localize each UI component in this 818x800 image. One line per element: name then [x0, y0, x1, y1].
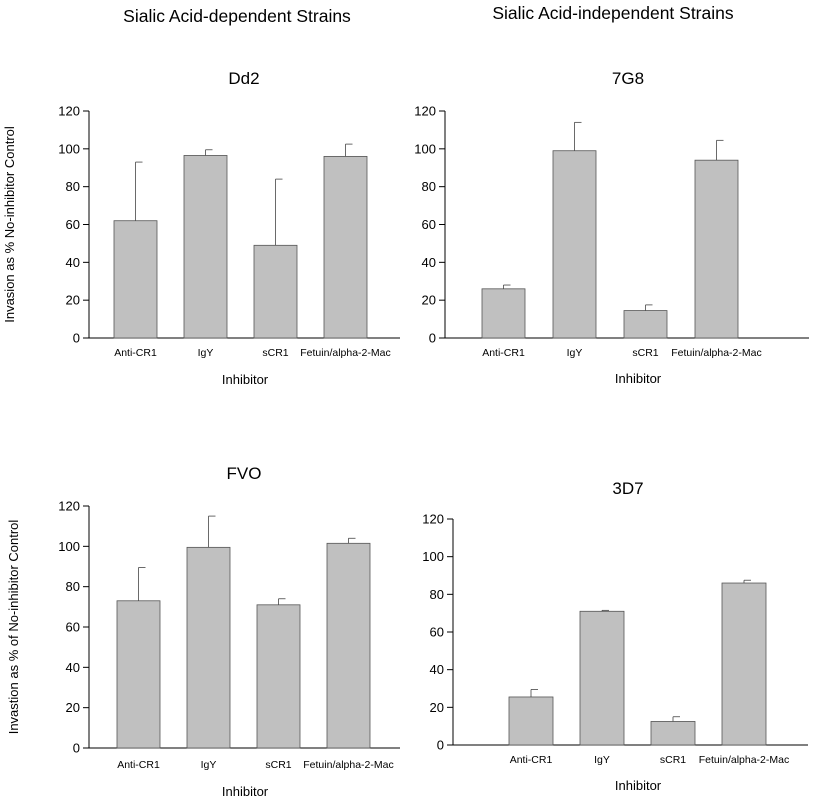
y-tick-label: 20 — [430, 700, 444, 715]
y-tick-label: 0 — [429, 331, 436, 346]
y-tick-label: 100 — [58, 539, 80, 554]
y-tick-label: 100 — [422, 549, 444, 564]
bar-fvo-1 — [116, 600, 161, 749]
category-label: sCR1 — [262, 347, 288, 359]
x-axis-label-3d7: Inhibitor — [615, 778, 662, 793]
category-label: Fetuin/alpha-2-Mac — [303, 759, 393, 771]
y-tick-label: 60 — [422, 217, 436, 232]
y-tick-label: 60 — [430, 625, 444, 640]
bar-dd2-4 — [323, 155, 368, 339]
y-tick-label: 60 — [66, 620, 80, 635]
y-tick-label: 40 — [430, 662, 444, 677]
chart-title-fvo: FVO — [227, 464, 262, 483]
y-axis-label-dd2: Invasion as % No-inhibitor Control — [2, 126, 17, 323]
category-label: sCR1 — [265, 759, 291, 771]
bar-fvo-4 — [326, 542, 371, 749]
chart-title-dd2: Dd2 — [228, 69, 259, 88]
y-tick-label: 20 — [422, 293, 436, 308]
y-axis-label-fvo: Invastion as % of No-inhibitor Control — [6, 520, 21, 735]
bar-3d7-3 — [650, 721, 696, 746]
y-tick-label: 120 — [58, 104, 80, 119]
category-label: Anti-CR1 — [482, 347, 525, 359]
y-tick-label: 120 — [414, 104, 436, 119]
bar-7g8-3 — [623, 310, 668, 339]
y-tick-label: 20 — [66, 700, 80, 715]
bar-7g8-1 — [481, 288, 526, 339]
bar-3d7-2 — [579, 610, 625, 746]
bar-fvo-2 — [186, 546, 231, 749]
category-label: Anti-CR1 — [117, 759, 160, 771]
group-title-dependent: Sialic Acid-dependent Strains — [123, 6, 351, 26]
bar-dd2-3 — [253, 244, 298, 339]
bar-7g8-2 — [552, 150, 597, 339]
category-label: IgY — [201, 759, 217, 771]
category-label: IgY — [198, 347, 214, 359]
category-label: IgY — [594, 754, 610, 766]
chart-title-7g8: 7G8 — [612, 69, 644, 88]
group-title-independent: Sialic Acid-independent Strains — [492, 3, 734, 23]
chart-title-3d7: 3D7 — [612, 479, 643, 498]
x-axis-label-fvo: Inhibitor — [222, 784, 269, 799]
y-tick-label: 0 — [73, 741, 80, 756]
y-tick-label: 80 — [66, 579, 80, 594]
y-tick-label: 0 — [437, 738, 444, 753]
y-tick-label: 20 — [66, 293, 80, 308]
x-axis-label-dd2: Inhibitor — [222, 372, 269, 387]
y-tick-label: 40 — [66, 255, 80, 270]
y-tick-label: 80 — [422, 179, 436, 194]
category-label: sCR1 — [660, 754, 686, 766]
bar-dd2-1 — [113, 220, 158, 339]
y-tick-label: 40 — [66, 660, 80, 675]
bar-dd2-2 — [183, 155, 228, 339]
category-label: Fetuin/alpha-2-Mac — [671, 347, 761, 359]
y-tick-label: 80 — [430, 587, 444, 602]
x-axis-label-7g8: Inhibitor — [615, 371, 662, 386]
bar-3d7-4 — [721, 582, 767, 746]
category-label: sCR1 — [632, 347, 658, 359]
y-tick-label: 80 — [66, 179, 80, 194]
y-tick-label: 40 — [422, 255, 436, 270]
category-label: IgY — [567, 347, 583, 359]
bar-7g8-4 — [694, 159, 739, 339]
y-tick-label: 100 — [58, 141, 80, 156]
category-label: Fetuin/alpha-2-Mac — [300, 347, 390, 359]
category-label: Anti-CR1 — [510, 754, 553, 766]
category-label: Fetuin/alpha-2-Mac — [699, 754, 789, 766]
y-tick-label: 120 — [58, 499, 80, 514]
category-label: Anti-CR1 — [114, 347, 157, 359]
y-tick-label: 60 — [66, 217, 80, 232]
y-tick-label: 0 — [73, 331, 80, 346]
y-tick-label: 120 — [422, 512, 444, 527]
bar-fvo-3 — [256, 604, 301, 749]
bar-3d7-1 — [508, 696, 554, 746]
y-tick-label: 100 — [414, 141, 436, 156]
